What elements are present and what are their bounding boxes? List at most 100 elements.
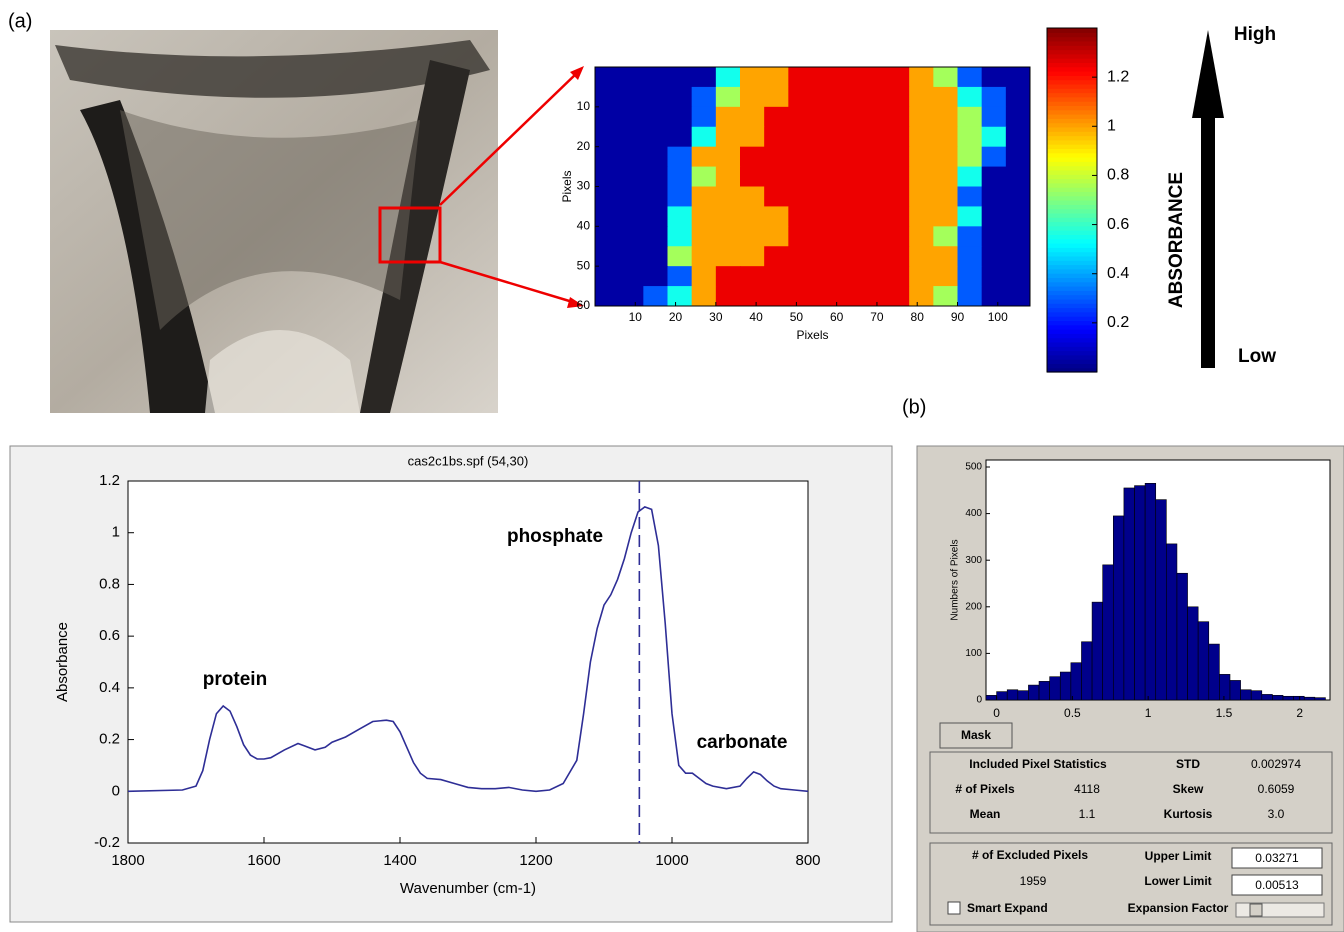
heat-cell	[788, 87, 813, 107]
colorbar-swatch	[1047, 84, 1097, 89]
y-tick-label: 100	[965, 648, 982, 659]
heat-cell	[885, 107, 910, 127]
heat-cell	[982, 226, 1007, 246]
histogram-bar	[1198, 622, 1209, 700]
heat-cell	[740, 87, 765, 107]
heat-cell	[958, 167, 983, 187]
heat-cell	[982, 87, 1007, 107]
histogram-bar	[1304, 697, 1315, 700]
heat-cell	[1006, 147, 1031, 167]
heat-cell	[740, 286, 765, 306]
x-tick-label: 70	[870, 310, 884, 324]
checkbox[interactable]	[948, 902, 960, 914]
heat-cell	[933, 206, 958, 226]
heat-cell	[788, 286, 813, 306]
heat-cell	[716, 87, 741, 107]
heat-cell	[958, 286, 983, 306]
heat-cell	[933, 67, 958, 87]
figure: (a) (b) High Low ABSORBANCE Mask Include…	[0, 0, 1344, 932]
heat-cell	[716, 226, 741, 246]
colorbar-swatch	[1047, 97, 1097, 102]
checkbox-label[interactable]: Smart Expand	[967, 901, 1048, 915]
panel-label: (b)	[902, 396, 926, 418]
limit-name: Lower Limit	[1144, 874, 1211, 888]
button-label[interactable]: Mask	[961, 728, 991, 742]
y-tick-label: 60	[577, 298, 591, 312]
histogram-bar	[1166, 544, 1177, 700]
histogram-bar	[1103, 565, 1114, 700]
heat-cell	[958, 206, 983, 226]
x-tick-label: 90	[951, 310, 965, 324]
heat-cell	[692, 87, 717, 107]
heat-cell	[885, 266, 910, 286]
heat-cell	[837, 206, 862, 226]
heat-cell	[885, 246, 910, 266]
colorbar-swatch	[1047, 105, 1097, 110]
heat-cell	[885, 206, 910, 226]
heat-cell	[1006, 67, 1031, 87]
colorbar-swatch	[1047, 148, 1097, 153]
stat-name: Mean	[970, 807, 1001, 821]
slider[interactable]	[1236, 903, 1324, 917]
colorbar-swatch	[1047, 28, 1097, 33]
heat-cell	[643, 286, 668, 306]
heat-cell	[885, 286, 910, 306]
heat-cell	[716, 107, 741, 127]
heat-cell	[619, 226, 644, 246]
arrow-high: High	[1234, 24, 1276, 45]
heat-cell	[595, 67, 620, 87]
stat-name: Kurtosis	[1164, 807, 1213, 821]
heat-cell	[813, 266, 838, 286]
colorbar-swatch	[1047, 191, 1097, 196]
heat-cell	[643, 206, 668, 226]
heat-cell	[861, 127, 886, 147]
colorbar-swatch	[1047, 329, 1097, 334]
heat-cell	[982, 167, 1007, 187]
heat-cell	[982, 147, 1007, 167]
heat-cell	[861, 226, 886, 246]
heat-cell	[1006, 127, 1031, 147]
y-tick-label: 0.8	[99, 575, 120, 592]
annotation: phosphate	[507, 526, 603, 547]
heat-cell	[837, 87, 862, 107]
limit-value[interactable]: 0.03271	[1255, 851, 1299, 865]
heat-cell	[1006, 266, 1031, 286]
heat-cell	[885, 67, 910, 87]
colorbar-swatch	[1047, 256, 1097, 261]
slider-thumb[interactable]	[1250, 904, 1262, 916]
limit-value[interactable]: 0.00513	[1255, 878, 1299, 892]
histogram-bar	[1092, 602, 1103, 700]
y-tick-label: 0.2	[99, 731, 120, 748]
heat-cell	[692, 226, 717, 246]
heat-cell	[595, 147, 620, 167]
heat-cell	[837, 127, 862, 147]
heat-cell	[933, 167, 958, 187]
heat-cell	[740, 266, 765, 286]
y-tick-label: 1.2	[99, 472, 120, 489]
colorbar-swatch	[1047, 204, 1097, 209]
heat-cell	[788, 206, 813, 226]
stat-name: STD	[1176, 757, 1200, 771]
heat-cell	[909, 187, 934, 207]
heat-cell	[740, 147, 765, 167]
colorbar-swatch	[1047, 290, 1097, 295]
colorbar-swatch	[1047, 213, 1097, 218]
heat-cell	[716, 167, 741, 187]
heat-cell	[861, 147, 886, 167]
heat-cell	[909, 87, 934, 107]
histogram-bar	[1177, 573, 1188, 700]
y-tick-label: 0	[976, 695, 982, 706]
heat-cell	[861, 206, 886, 226]
heat-cell	[595, 206, 620, 226]
heat-cell	[861, 286, 886, 306]
heat-cell	[643, 87, 668, 107]
histogram-bar	[1230, 680, 1241, 700]
heat-cell	[909, 127, 934, 147]
heat-cell	[595, 187, 620, 207]
colorbar-swatch	[1047, 282, 1097, 287]
chart-title: cas2c1bs.spf (54,30)	[408, 453, 529, 468]
colorbar-tick-label: 0.2	[1107, 314, 1129, 331]
heat-cell	[909, 226, 934, 246]
heat-cell	[861, 107, 886, 127]
histogram-bar	[1262, 694, 1273, 700]
